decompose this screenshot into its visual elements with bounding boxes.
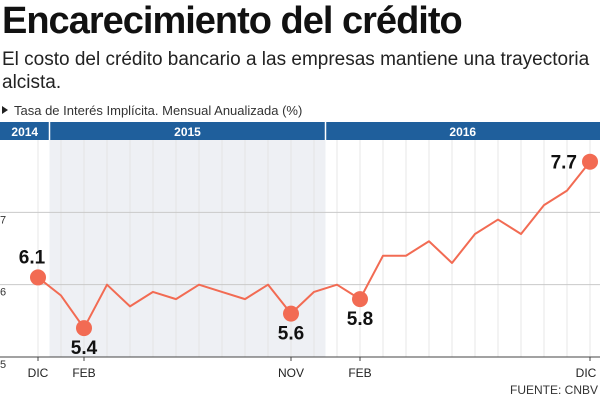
x-tick-label: DIC <box>28 366 49 380</box>
data-value-label: 5.6 <box>278 324 304 345</box>
x-tick-label: DIC <box>576 366 597 380</box>
year-band <box>49 122 326 140</box>
x-tick-label: FEB <box>348 366 371 380</box>
series-line <box>37 161 591 330</box>
data-value-label: 6.1 <box>19 247 46 268</box>
highlighted-point <box>582 153 598 170</box>
highlighted-point <box>76 320 92 337</box>
data-value-label: 5.8 <box>347 309 373 330</box>
chart-subtitle: El costo del crédito bancario a las empr… <box>2 49 590 93</box>
x-tick-label: NOV <box>278 366 304 380</box>
highlighted-point <box>352 291 368 308</box>
y-tick-label: 7 <box>0 214 6 226</box>
x-tick-label: FEB <box>72 366 95 380</box>
year-band-label: 2016 <box>449 125 476 139</box>
y-tick-label: 6 <box>0 287 6 299</box>
chart-title: Encarecimiento del crédito <box>2 0 463 42</box>
data-value-label: 5.4 <box>71 338 98 359</box>
triangle-bullet-icon <box>2 106 8 114</box>
year-band-label: 2015 <box>174 125 201 139</box>
data-value-label: 7.7 <box>551 153 577 174</box>
series-label-text: Tasa de Interés Implícita. Mensual Anual… <box>14 103 303 118</box>
shaded-year-region <box>49 140 326 357</box>
highlighted-point <box>30 269 46 286</box>
year-band <box>0 122 50 140</box>
y-tick-label: 5 <box>0 359 6 371</box>
year-band-label: 2014 <box>11 125 38 139</box>
source-note: FUENTE: CNBV <box>509 383 598 397</box>
highlighted-point <box>283 305 299 322</box>
year-band <box>325 122 600 140</box>
series-label: Tasa de Interés Implícita. Mensual Anual… <box>2 103 302 118</box>
